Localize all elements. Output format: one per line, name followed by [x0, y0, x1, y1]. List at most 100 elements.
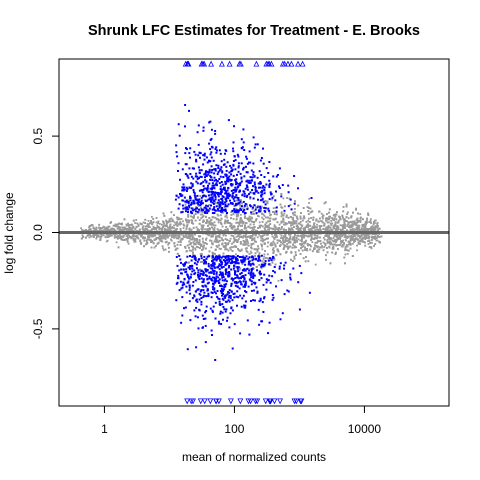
data-point	[308, 197, 311, 200]
data-point	[200, 217, 203, 220]
data-point	[366, 229, 369, 232]
data-point	[327, 235, 329, 238]
data-point	[242, 240, 245, 242]
data-point	[293, 208, 296, 210]
data-point	[237, 214, 240, 217]
data-point	[89, 233, 92, 236]
data-point	[205, 243, 208, 245]
data-point	[289, 204, 292, 206]
data-point	[187, 215, 190, 218]
data-point	[272, 211, 274, 213]
data-point	[201, 211, 204, 213]
data-point	[351, 237, 354, 239]
data-point	[230, 214, 233, 216]
chart-title: Shrunk LFC Estimates for Treatment - E. …	[88, 23, 420, 39]
data-point	[107, 233, 109, 236]
data-point	[227, 222, 230, 224]
data-point	[242, 222, 245, 225]
data-point	[350, 221, 353, 223]
data-point	[135, 219, 138, 221]
data-point	[306, 248, 308, 250]
data-point	[365, 228, 367, 231]
data-point	[255, 240, 257, 243]
data-point	[153, 227, 156, 229]
data-point	[272, 195, 275, 198]
data-point	[198, 235, 201, 238]
data-point	[266, 200, 269, 203]
data-point	[276, 239, 279, 242]
data-point	[215, 236, 218, 239]
data-point	[119, 233, 121, 236]
data-point	[248, 215, 251, 218]
data-point	[173, 245, 176, 248]
data-point	[246, 251, 249, 253]
data-point	[341, 228, 344, 231]
data-point	[300, 227, 302, 229]
data-point	[189, 237, 191, 239]
data-point	[239, 220, 241, 222]
data-point	[366, 237, 369, 239]
data-point	[161, 245, 164, 248]
data-point	[290, 224, 292, 227]
data-point	[378, 227, 381, 230]
data-point	[239, 225, 242, 227]
data-point	[289, 233, 292, 236]
data-point	[151, 215, 153, 218]
data-point	[343, 242, 345, 244]
data-point	[202, 245, 204, 248]
data-point	[168, 242, 171, 244]
data-point	[116, 237, 119, 239]
data-point	[326, 234, 329, 237]
data-point	[245, 227, 247, 229]
data-point	[258, 253, 260, 256]
data-point	[211, 222, 214, 225]
data-point	[302, 245, 305, 247]
data-point	[215, 245, 218, 247]
data-point	[146, 242, 149, 245]
data-point	[289, 245, 292, 248]
data-point	[359, 220, 362, 223]
data-point	[279, 203, 282, 206]
data-point	[312, 225, 314, 228]
data-point	[359, 240, 362, 242]
data-point	[360, 238, 363, 241]
data-point	[212, 224, 215, 227]
data-point	[188, 243, 191, 246]
data-point	[253, 233, 255, 236]
data-point	[280, 212, 283, 215]
data-point	[319, 236, 321, 239]
data-point	[274, 226, 277, 228]
data-point	[354, 228, 357, 231]
data-point	[370, 226, 372, 229]
data-point	[345, 216, 348, 218]
data-point	[262, 240, 264, 243]
data-point	[178, 222, 181, 225]
data-point	[242, 236, 244, 239]
data-point	[214, 202, 217, 205]
data-point	[349, 243, 352, 246]
data-point	[362, 218, 364, 221]
data-point	[348, 226, 351, 229]
data-point	[322, 228, 325, 230]
data-point	[338, 236, 340, 239]
data-point	[366, 234, 369, 237]
data-point	[356, 217, 359, 220]
data-point	[194, 219, 197, 222]
data-point	[152, 221, 155, 224]
data-point	[119, 226, 122, 229]
data-point	[315, 234, 318, 237]
data-point	[242, 254, 245, 257]
data-point	[192, 226, 195, 229]
data-point	[325, 233, 328, 236]
data-point	[147, 223, 150, 226]
data-point	[370, 228, 373, 230]
data-point	[256, 265, 258, 268]
data-point	[307, 244, 309, 247]
data-point	[277, 250, 280, 253]
data-point	[329, 237, 332, 240]
data-point	[280, 211, 283, 213]
data-point	[359, 242, 361, 245]
data-point	[284, 234, 287, 236]
data-point	[285, 214, 288, 217]
data-point	[328, 211, 330, 214]
